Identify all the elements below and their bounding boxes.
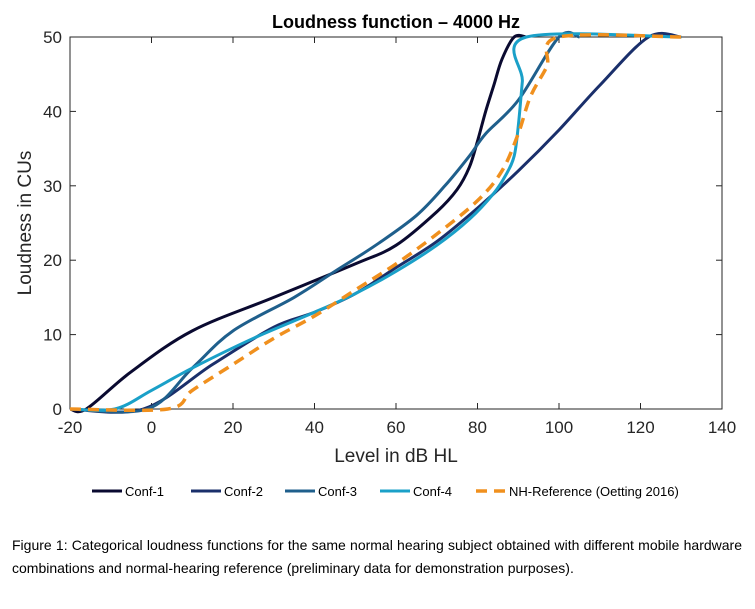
y-tick-label: 30 [43, 177, 62, 196]
series-line-conf-3 [69, 30, 580, 414]
legend-label: Conf-3 [318, 484, 357, 499]
x-tick-label: 0 [147, 418, 156, 437]
y-tick-label: 40 [43, 102, 62, 121]
x-tick-label: -20 [58, 418, 83, 437]
series-line-nh-reference [69, 33, 682, 413]
y-tick-label: 0 [53, 400, 62, 419]
y-tick-label: 10 [43, 326, 62, 345]
x-tick-label: 120 [626, 418, 654, 437]
legend-label: Conf-2 [224, 484, 263, 499]
x-tick-label: 60 [387, 418, 406, 437]
legend: Conf-1 Conf-2 Conf-3 Conf-4 NH-Reference (Oe… [92, 484, 679, 499]
legend-label: Conf-1 [125, 484, 164, 499]
y-tick-label: 50 [43, 28, 62, 47]
y-tick-label: 20 [43, 251, 62, 270]
y-axis-label: Loudness in CUs [15, 151, 36, 296]
series-line-conf-2 [69, 31, 682, 414]
series-line-conf-4 [69, 32, 682, 412]
series-line-conf-1 [69, 33, 527, 414]
x-axis: -20 0 20 40 60 80 100 120 140 [58, 37, 736, 437]
plot-frame [69, 36, 723, 410]
x-axis-label: Level in dB HL [334, 446, 458, 467]
y-axis: 0 10 20 30 40 50 [43, 28, 722, 419]
x-tick-label: 20 [224, 418, 243, 437]
legend-label: Conf-4 [413, 484, 452, 499]
figure-caption: Figure 1: Categorical loudness functions… [12, 537, 742, 576]
series-lines [69, 30, 682, 414]
x-tick-label: 100 [545, 418, 573, 437]
x-tick-label: 40 [305, 418, 324, 437]
x-tick-label: 140 [708, 418, 736, 437]
loudness-chart: Loudness function – 4000 Hz -20 0 20 40 60 80… [15, 12, 736, 499]
x-tick-label: 80 [468, 418, 487, 437]
chart-title: Loudness function – 4000 Hz [272, 12, 520, 32]
legend-label: NH-Reference (Oetting 2016) [509, 484, 679, 499]
